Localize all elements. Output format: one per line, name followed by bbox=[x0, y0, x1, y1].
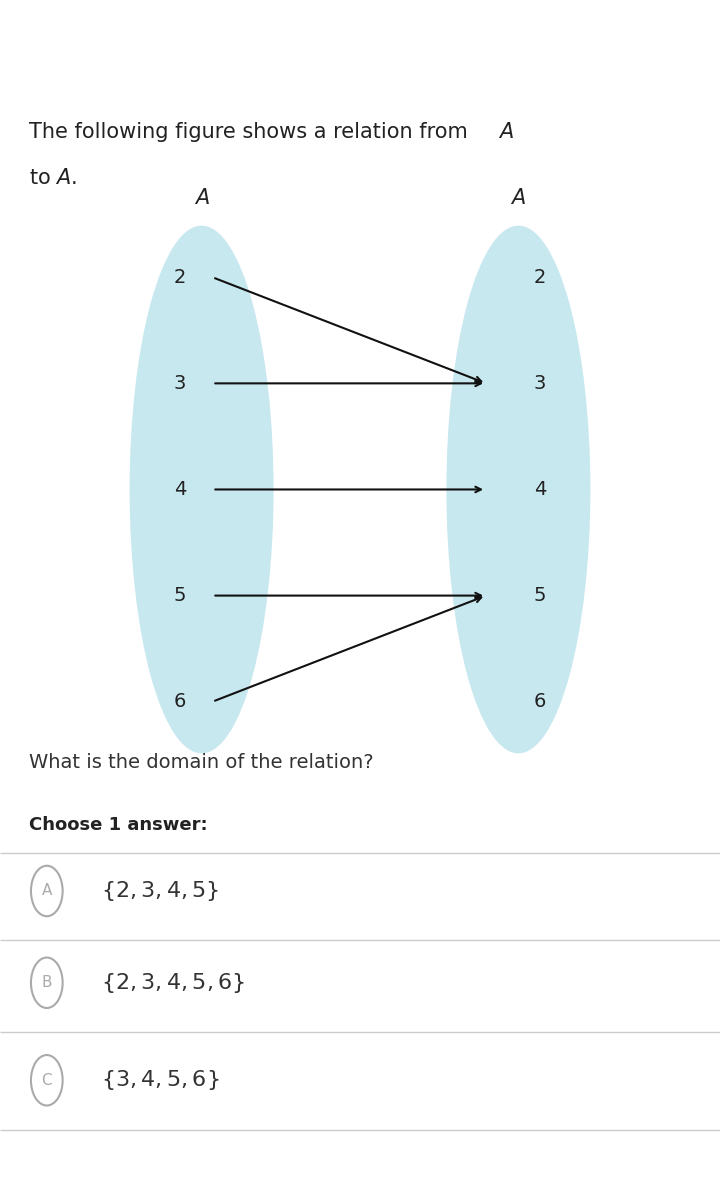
Text: to $A$.: to $A$. bbox=[29, 168, 77, 189]
Text: $\{2, 3, 4, 5, 6\}$: $\{2, 3, 4, 5, 6\}$ bbox=[101, 970, 245, 994]
Text: 3: 3 bbox=[534, 374, 546, 393]
Text: Choose 1 answer:: Choose 1 answer: bbox=[29, 816, 207, 834]
Text: What is the domain of the relation?: What is the domain of the relation? bbox=[29, 753, 374, 772]
Text: $\{3, 4, 5, 6\}$: $\{3, 4, 5, 6\}$ bbox=[101, 1068, 219, 1092]
Text: 5: 5 bbox=[174, 586, 186, 605]
Text: 6: 6 bbox=[534, 692, 546, 711]
Text: $A$: $A$ bbox=[194, 189, 210, 208]
Text: 4: 4 bbox=[534, 480, 546, 500]
Ellipse shape bbox=[130, 226, 274, 753]
Text: $A$: $A$ bbox=[510, 189, 526, 208]
Text: 5: 5 bbox=[534, 586, 546, 605]
Text: 3: 3 bbox=[174, 374, 186, 393]
Text: C: C bbox=[42, 1073, 52, 1087]
Text: 2: 2 bbox=[534, 268, 546, 287]
Text: B: B bbox=[42, 975, 52, 991]
Text: $\{2, 3, 4, 5\}$: $\{2, 3, 4, 5\}$ bbox=[101, 880, 219, 903]
Text: 2: 2 bbox=[174, 268, 186, 287]
Text: $A$: $A$ bbox=[498, 122, 514, 142]
Text: The following figure shows a relation from: The following figure shows a relation fr… bbox=[29, 122, 474, 142]
Ellipse shape bbox=[446, 226, 590, 753]
Text: 4: 4 bbox=[174, 480, 186, 500]
Text: 6: 6 bbox=[174, 692, 186, 711]
Text: A: A bbox=[42, 883, 52, 899]
